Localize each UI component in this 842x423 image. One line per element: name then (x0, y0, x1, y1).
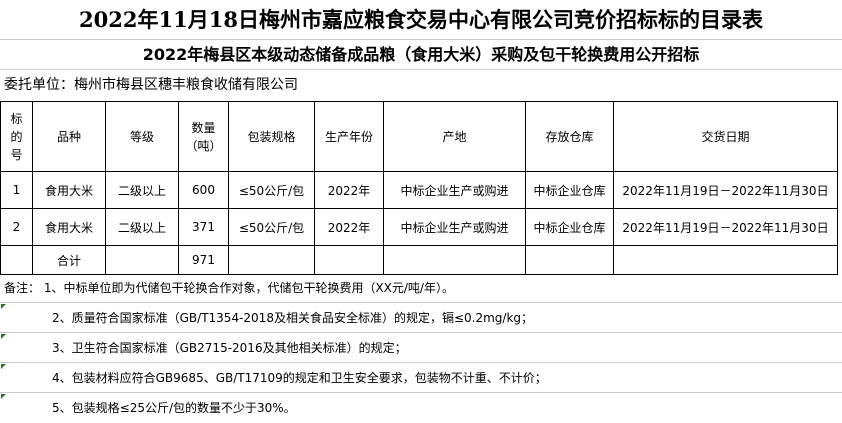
table-row: 1 食用大米 二级以上 600 ≤50公斤/包 2022年 中标企业生产或购进 … (0, 171, 838, 209)
comment-marker-icon (1, 334, 6, 339)
cell (228, 245, 315, 275)
cell: 2022年11月19日－2022年11月30日 (613, 208, 838, 246)
cell (383, 245, 526, 275)
cell: 2022年11月19日－2022年11月30日 (613, 171, 838, 209)
table-row: 2 食用大米 二级以上 371 ≤50公斤/包 2022年 中标企业生产或购进 … (0, 208, 838, 246)
note-5: 5、包装规格≤25公斤/包的数量不少于30%。 (0, 393, 842, 423)
cell: ≤50公斤/包 (228, 171, 315, 209)
header-cell: 数量（吨） (178, 101, 229, 172)
comment-marker-icon (1, 364, 6, 369)
header-cell: 标的号 (0, 101, 33, 172)
cell (314, 245, 384, 275)
total-label: 合计 (32, 245, 106, 275)
cell: 1 (0, 171, 33, 209)
note-2: 2、质量符合国家标准（GB/T1354-2018及相关食品安全标准）的规定，镉≤… (0, 303, 842, 333)
comment-marker-icon (1, 394, 6, 399)
header-cell: 产地 (383, 101, 526, 172)
cell (105, 245, 179, 275)
note-4: 4、包装材料应符合GB9685、GB/T17109的规定和卫生安全要求，包装物不… (0, 363, 842, 393)
header-cell: 生产年份 (314, 101, 384, 172)
document-subtitle: 2022年梅县区本级动态储备成品粮（食用大米）采购及包干轮换费用公开招标 (0, 40, 842, 70)
cell: 600 (178, 171, 229, 209)
cell: 371 (178, 208, 229, 246)
document-title: 2022年11月18日梅州市嘉应粮食交易中心有限公司竞价招标标的目录表 (0, 0, 842, 40)
cell: 中标企业生产或购进 (383, 208, 526, 246)
cell (525, 245, 614, 275)
cell: 2 (0, 208, 33, 246)
cell: 食用大米 (32, 171, 106, 209)
note-text: 4、包装材料应符合GB9685、GB/T17109的规定和卫生安全要求，包装物不… (52, 371, 547, 385)
note-3: 3、卫生符合国家标准（GB2715-2016及其他相关标准）的规定； (0, 333, 842, 363)
total-quantity: 971 (178, 245, 229, 275)
cell: 2022年 (314, 171, 384, 209)
bid-table: 标的号 品种 等级 数量（吨） 包装规格 生产年份 产地 存放仓库 交货日期 1… (0, 101, 838, 275)
header-cell: 品种 (32, 101, 106, 172)
table-header-row: 标的号 品种 等级 数量（吨） 包装规格 生产年份 产地 存放仓库 交货日期 (0, 101, 838, 172)
cell: 2022年 (314, 208, 384, 246)
comment-marker-icon (1, 304, 6, 309)
note-text: 5、包装规格≤25公斤/包的数量不少于30%。 (52, 401, 296, 415)
consignor: 委托单位：梅州市梅县区穗丰粮食收储有限公司 (4, 77, 298, 93)
cell: 二级以上 (105, 208, 179, 246)
note-1: 备注： 1、中标单位即为代储包干轮换合作对象，代储包干轮换费用（XX元/吨/年）… (0, 273, 842, 303)
header-cell: 包装规格 (228, 101, 315, 172)
header-cell: 交货日期 (613, 101, 838, 172)
total-row: 合计 971 (0, 245, 838, 275)
cell: ≤50公斤/包 (228, 208, 315, 246)
cell (0, 245, 33, 275)
header-cell: 等级 (105, 101, 179, 172)
note-text: 3、卫生符合国家标准（GB2715-2016及其他相关标准）的规定； (52, 341, 407, 355)
cell: 中标企业生产或购进 (383, 171, 526, 209)
header-cell: 存放仓库 (525, 101, 614, 172)
cell: 中标企业仓库 (525, 208, 614, 246)
cell: 二级以上 (105, 171, 179, 209)
cell (613, 245, 838, 275)
cell: 食用大米 (32, 208, 106, 246)
note-text: 2、质量符合国家标准（GB/T1354-2018及相关食品安全标准）的规定，镉≤… (52, 311, 534, 325)
cell: 中标企业仓库 (525, 171, 614, 209)
